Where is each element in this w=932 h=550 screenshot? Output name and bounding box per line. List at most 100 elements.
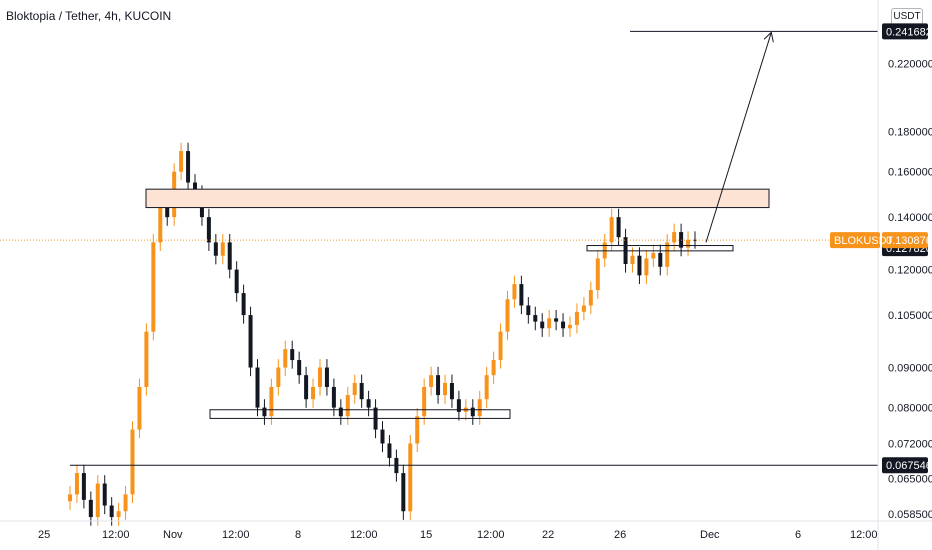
- candle-body: [137, 386, 142, 430]
- price-tag-last-bg: [882, 232, 928, 249]
- time-tick-label: Dec: [700, 529, 720, 541]
- candle-body: [408, 443, 413, 512]
- candle-body: [477, 399, 482, 417]
- candle-body: [290, 349, 295, 361]
- candle-body: [95, 483, 100, 518]
- time-tick-label: 12:00: [477, 529, 505, 541]
- time-tick-label: 12:00: [350, 529, 378, 541]
- candle-body: [234, 269, 239, 294]
- symbol-tag: BLOKUSDT: [834, 235, 894, 247]
- candle-body: [324, 367, 329, 387]
- candle-body: [436, 375, 441, 396]
- candle-body: [456, 399, 461, 412]
- candle-body: [276, 367, 281, 387]
- candle-body: [158, 198, 163, 243]
- price-tag-target: 0.241682: [886, 26, 932, 38]
- support-box-right: [586, 245, 734, 252]
- price-tick-label: 0.120000: [888, 265, 932, 277]
- candle-body: [283, 349, 288, 368]
- candle-body: [262, 407, 267, 417]
- candle-body: [109, 505, 114, 518]
- candle-body: [547, 318, 552, 329]
- time-tick-label: 6: [795, 529, 801, 541]
- candle-body: [519, 284, 524, 306]
- candle-body: [540, 321, 545, 329]
- candle-body: [401, 473, 406, 512]
- candle-body: [554, 318, 559, 322]
- candle-body: [561, 321, 566, 329]
- candle-body: [248, 315, 253, 368]
- time-tick-label: 12:00: [222, 529, 250, 541]
- price-tick-label: 0.220000: [888, 58, 932, 70]
- candle-body: [491, 360, 496, 376]
- candle-body: [498, 331, 503, 361]
- candle-body: [297, 360, 302, 376]
- candle-body: [206, 217, 211, 243]
- candle-body: [123, 494, 128, 512]
- time-tick-label: Nov: [163, 529, 183, 541]
- candle-body: [68, 494, 72, 502]
- candle-body: [74, 473, 79, 495]
- candle-body: [595, 258, 600, 291]
- candle-body: [651, 253, 656, 259]
- candle-body: [151, 242, 156, 332]
- candle-body: [255, 367, 260, 408]
- candle-body: [179, 151, 184, 172]
- price-tick-label: 0.180000: [888, 127, 932, 139]
- candle-body: [81, 473, 86, 500]
- time-tick-label: 12:00: [102, 529, 130, 541]
- candle-body: [672, 232, 677, 243]
- price-tick-label: 0.105000: [888, 310, 932, 322]
- candle-body: [470, 407, 475, 417]
- candle-body: [380, 429, 385, 444]
- time-tick-label: 22: [542, 529, 554, 541]
- resistance-zone: [145, 188, 770, 209]
- price-tick-label: 0.065000: [888, 473, 932, 485]
- chart-title: Bloktopia / Tether, 4h, KUCOIN: [6, 9, 172, 23]
- time-tick-label: 26: [614, 529, 626, 541]
- price-tag-support-bottom-bg: [882, 457, 928, 474]
- candle-body: [581, 305, 586, 312]
- candle-body: [102, 483, 107, 506]
- candle-body: [630, 255, 635, 264]
- candle-body: [693, 239, 697, 241]
- candle-body: [415, 416, 420, 444]
- candle-body: [484, 375, 489, 400]
- candle-body: [658, 253, 663, 267]
- time-axis: 25 12:00 Nov 12:00 8 12:00 15 12:00 22 26 Dec 6 12:0…: [0, 520, 932, 541]
- candle-body: [443, 382, 447, 396]
- candle-body: [220, 242, 225, 256]
- projection-arrow: [705, 33, 771, 243]
- candle-body: [366, 399, 371, 408]
- candle-body: [609, 217, 614, 243]
- candle-body: [616, 217, 621, 238]
- candle-body: [116, 511, 121, 518]
- candle-body: [637, 255, 642, 276]
- candle-body: [568, 324, 572, 329]
- candle-body: [186, 151, 191, 183]
- time-tick-label: 8: [295, 529, 301, 541]
- annotations-group: [0, 30, 878, 466]
- price-tick-label: 0.140000: [888, 212, 932, 224]
- candle-body: [144, 331, 149, 387]
- symbol-tag-bg: [830, 232, 880, 249]
- candle-body: [449, 382, 454, 400]
- price-tick-label: 0.160000: [888, 167, 932, 179]
- candle-body: [318, 367, 322, 387]
- candle-body: [665, 242, 670, 267]
- candle-body: [193, 182, 197, 194]
- candle-body: [241, 293, 246, 316]
- price-axis: 0.220000 0.180000 0.160000 0.140000 0.120000…: [830, 0, 932, 550]
- candle-body: [533, 315, 538, 322]
- candle-body: [526, 305, 531, 316]
- candle-body: [269, 386, 274, 417]
- candle-body: [588, 290, 593, 306]
- candle-body: [574, 311, 579, 325]
- candle-body: [130, 429, 135, 495]
- candle-body: [359, 382, 364, 400]
- candle-body: [213, 242, 218, 256]
- candle-body: [338, 407, 343, 417]
- candle-body: [331, 386, 336, 408]
- candle-body: [88, 499, 93, 518]
